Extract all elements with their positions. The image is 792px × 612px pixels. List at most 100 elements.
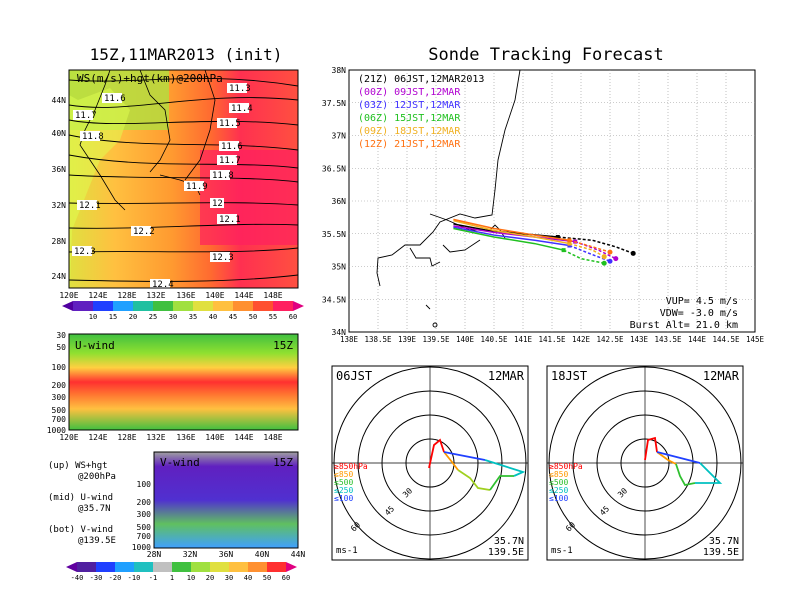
- note-up-b: @200hPa: [78, 472, 116, 482]
- level-label: ≥850hPa: [334, 462, 368, 471]
- cbar2-tick: 20: [206, 574, 214, 582]
- track-line-descent: [563, 249, 605, 264]
- hodograph-right: 18JST 12MAR 35.7N 139.5E ms-1 30 45 60 ≥…: [546, 365, 744, 561]
- u-ytick: 100: [52, 363, 67, 372]
- lon-tick: 143E: [630, 335, 649, 344]
- cbar-tick: 50: [249, 313, 257, 321]
- track-line-ascent: [453, 218, 570, 242]
- u-xtick: 120E: [59, 433, 78, 442]
- v-wind-panel: V-wind 15Z 100 200 300 500 700 1000 28N …: [132, 451, 305, 559]
- contour-label: 12.1: [219, 215, 241, 225]
- lon-tick: 139.5E: [422, 335, 450, 344]
- map-lat-ticks: 44N 40N 36N 32N 28N 24N: [52, 96, 67, 281]
- lon-tick: 139E: [398, 335, 417, 344]
- u-ytick: 1000: [47, 426, 66, 435]
- track-line-descent: [574, 240, 617, 260]
- contour-label: 12.1: [79, 201, 101, 211]
- u-xtick: 144E: [234, 433, 253, 442]
- hodo-left-unit: ms-1: [336, 546, 358, 556]
- contour-labels: 11.3 11.6 11.4 11.7 11.5 11.8 11.6 11.7 …: [72, 83, 253, 290]
- track-burst-point: [561, 248, 566, 253]
- left-title: 15Z,11MAR2013 (init): [90, 45, 283, 64]
- contour-label: 11.6: [104, 94, 126, 104]
- cbar2-tick: -20: [109, 574, 122, 582]
- lon-tick: 144E: [234, 291, 253, 300]
- level-label: ≤250: [549, 486, 568, 495]
- v-ytick: 300: [137, 510, 152, 519]
- cbar-tick: 55: [269, 313, 277, 321]
- hodo-right-levels: ≥850hPa ≤850 ≤500 ≤250 ≤100: [549, 462, 583, 503]
- lon-tick: 136E: [176, 291, 195, 300]
- lon-tick: 144E: [688, 335, 707, 344]
- v-ytick: 700: [137, 532, 152, 541]
- cbar-tick: 45: [229, 313, 237, 321]
- info-vup: VUP= 4.5 m/s: [666, 296, 738, 307]
- lat-tick: 34.5N: [322, 295, 346, 304]
- wind-height-map: 11.3 11.6 11.4 11.7 11.5 11.8 11.6 11.7 …: [52, 69, 299, 300]
- hodo-left-loc2: 139.5E: [488, 547, 524, 558]
- lat-tick: 36.5N: [322, 164, 346, 173]
- u-xtick: 148E: [263, 433, 282, 442]
- v-ytick: 200: [137, 498, 152, 507]
- cbar-tick: 60: [289, 313, 297, 321]
- track-lat-ticks: 38N 37.5N 37N 36.5N 36N 35.5N 35N 34.5N 34N: [322, 66, 346, 337]
- lon-tick: 138E: [340, 335, 359, 344]
- cbar-tick: 15: [109, 313, 117, 321]
- cbar2-tick: -10: [128, 574, 141, 582]
- lon-tick: 132E: [146, 291, 165, 300]
- hodo-left-trace: [428, 438, 526, 491]
- v-wind-field: [154, 452, 298, 548]
- track-frame: [348, 69, 756, 333]
- lon-tick: 145E: [746, 335, 765, 344]
- note-up-a: (up) WS+hgt: [48, 461, 108, 471]
- lat-tick: 36N: [332, 197, 347, 206]
- contour-label: 11.7: [219, 156, 241, 166]
- hodo-right-loc1: 35.7N: [709, 536, 739, 547]
- track-lon-ticks: 138E 138.5E 139E 139.5E 140E 140.5E 141E 141.5E…: [340, 335, 765, 344]
- track-line-ascent: [453, 226, 570, 247]
- track-panel: (21Z) 06JST,12MAR2013 (00Z) 09JST,12MAR …: [322, 66, 765, 344]
- track-landing-point: [601, 260, 607, 266]
- cbar-tick: 40: [209, 313, 217, 321]
- level-label: ≤850: [334, 470, 353, 479]
- lat-tick: 38N: [332, 66, 347, 75]
- lon-tick: 141E: [514, 335, 533, 344]
- legend-item: (00Z) 09JST,12MAR: [358, 87, 461, 98]
- track-line-ascent: [453, 225, 576, 243]
- v-xtick: 28N: [147, 550, 162, 559]
- cbar2-tick: 60: [282, 574, 290, 582]
- contour-label: 12.3: [212, 253, 234, 263]
- panel-notes: (up) WS+hgt @200hPa (mid) U-wind @35.7N …: [48, 461, 116, 546]
- contour-label: 12: [212, 199, 223, 209]
- track-burst-point: [555, 235, 560, 240]
- lat-tick: 37N: [332, 132, 347, 141]
- u-xtick: 132E: [146, 433, 165, 442]
- level-label: ≤500: [334, 478, 353, 487]
- track-line-descent: [569, 242, 605, 258]
- u-frame: [68, 333, 299, 431]
- hodo-left-levels: ≥850hPa ≤850 ≤500 ≤250 ≤100: [334, 462, 368, 503]
- contour-label: 11.5: [219, 119, 241, 129]
- track-line-ascent: [453, 219, 570, 245]
- note-mid-a: (mid) U-wind: [48, 493, 113, 503]
- cbar2-tick: -30: [90, 574, 103, 582]
- coastline: [79, 69, 216, 211]
- info-burst: Burst Alt= 21.0 km: [630, 320, 738, 331]
- u-xtick: 136E: [176, 433, 195, 442]
- lat-tick: 32N: [52, 201, 67, 210]
- lon-tick: 141.5E: [538, 335, 566, 344]
- contour-label: 11.8: [212, 171, 234, 181]
- hodo-right-time: 18JST: [551, 369, 587, 383]
- cbar2-tick: -40: [71, 574, 84, 582]
- v-xtick: 32N: [183, 550, 198, 559]
- u-xtick: 124E: [88, 433, 107, 442]
- u-ytick: 500: [52, 406, 67, 415]
- v-ytick: 100: [137, 480, 152, 489]
- level-label: ≥850hPa: [549, 462, 583, 471]
- track-burst-point: [567, 241, 572, 246]
- contour-label: 11.3: [229, 84, 251, 94]
- hodo-right-date: 12MAR: [703, 369, 740, 383]
- legend-item: (12Z) 21JST,12MAR: [358, 139, 461, 150]
- u-xtick: 128E: [117, 433, 136, 442]
- track-landing-point: [607, 249, 613, 255]
